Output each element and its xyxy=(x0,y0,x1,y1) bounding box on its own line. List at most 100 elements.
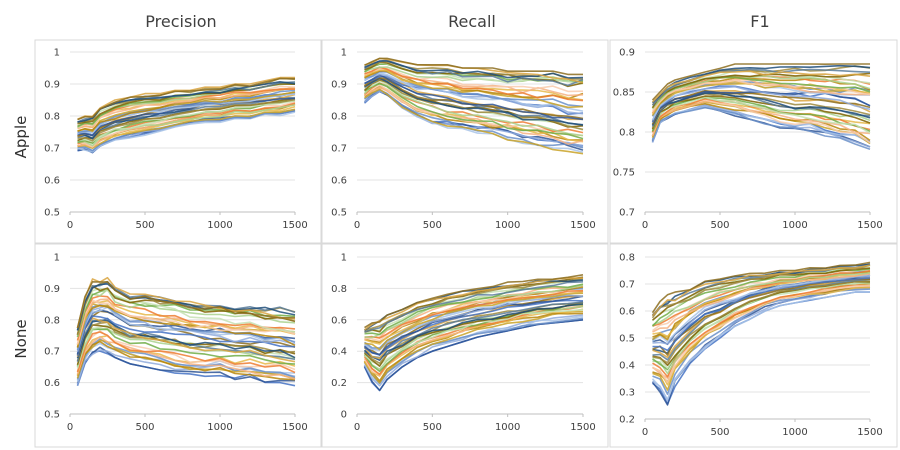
series-line-none-precision xyxy=(76,317,296,363)
y-tick-label-apple-recall: 0.6 xyxy=(331,176,347,187)
y-tick-label-apple-recall: 0.7 xyxy=(331,144,347,155)
column-title-f1: F1 xyxy=(750,12,770,31)
y-tick-label-apple-precision: 0.5 xyxy=(44,208,60,219)
series-line-none-f1 xyxy=(652,285,871,384)
y-tick-label-apple-recall: 0.8 xyxy=(331,112,347,123)
y-tick-label-none-precision: 0.5 xyxy=(44,410,60,421)
series-line-none-recall xyxy=(364,277,584,331)
series-line-none-recall xyxy=(363,308,584,366)
series-line-none-recall xyxy=(364,294,584,351)
y-tick-label-none-f1: 0.6 xyxy=(619,307,635,318)
series-line-apple-recall xyxy=(364,69,584,101)
series-line-apple-precision xyxy=(77,104,296,147)
x-tick-label-apple-precision: 500 xyxy=(135,220,154,231)
x-tick-label-none-f1: 1500 xyxy=(857,427,882,438)
series-line-none-recall xyxy=(364,281,584,333)
x-tick-label-apple-precision: 1500 xyxy=(282,220,307,231)
series-line-none-recall xyxy=(364,290,584,339)
series-line-none-precision xyxy=(76,304,296,348)
series-line-apple-f1 xyxy=(651,70,871,103)
x-tick-label-none-precision: 0 xyxy=(67,422,73,433)
series-line-apple-precision xyxy=(77,108,296,149)
y-tick-label-none-recall: 0.2 xyxy=(331,378,347,389)
series-line-none-f1 xyxy=(651,291,870,401)
series-line-apple-precision xyxy=(77,99,296,143)
y-tick-label-apple-recall: 0.5 xyxy=(331,208,347,219)
x-tick-label-apple-f1: 0 xyxy=(642,220,648,231)
column-title-recall: Recall xyxy=(448,12,496,31)
series-line-none-f1 xyxy=(652,272,871,326)
series-line-none-f1 xyxy=(651,264,871,317)
series-line-none-precision xyxy=(76,331,296,374)
series-line-apple-f1 xyxy=(651,68,871,106)
x-tick-label-none-recall: 0 xyxy=(354,422,360,433)
x-tick-label-apple-recall: 1500 xyxy=(570,220,595,231)
series-line-none-precision xyxy=(76,315,296,356)
series-line-apple-recall xyxy=(364,78,584,131)
y-tick-label-none-recall: 0.6 xyxy=(331,315,347,326)
y-tick-label-apple-precision: 0.9 xyxy=(44,80,60,91)
series-line-none-f1 xyxy=(652,274,871,343)
y-tick-label-none-precision: 0.7 xyxy=(44,347,60,358)
series-line-apple-recall xyxy=(364,86,584,145)
series-line-none-recall xyxy=(364,299,584,356)
series-line-none-precision xyxy=(76,295,296,341)
series-line-apple-f1 xyxy=(651,106,871,151)
x-tick-label-apple-precision: 1000 xyxy=(207,220,232,231)
series-line-none-precision xyxy=(76,346,296,384)
series-line-apple-recall xyxy=(364,77,584,126)
y-tick-label-none-precision: 0.6 xyxy=(44,378,60,389)
series-line-none-precision xyxy=(76,288,296,338)
series-line-none-precision xyxy=(76,288,296,337)
series-line-none-precision xyxy=(76,299,296,345)
column-title-precision: Precision xyxy=(145,12,217,31)
y-tick-label-none-f1: 0.5 xyxy=(619,334,635,345)
series-line-none-precision xyxy=(76,335,296,380)
y-tick-label-apple-f1: 0.8 xyxy=(619,128,635,139)
x-tick-label-apple-recall: 0 xyxy=(354,220,360,231)
series-line-apple-precision xyxy=(77,98,296,142)
series-line-apple-recall xyxy=(364,88,584,155)
series-line-none-recall xyxy=(363,295,584,356)
series-line-none-precision xyxy=(76,283,296,331)
x-tick-label-none-precision: 500 xyxy=(135,422,154,433)
y-tick-label-none-recall: 1 xyxy=(341,253,347,264)
series-line-none-precision xyxy=(76,340,296,381)
series-line-none-precision xyxy=(76,321,296,362)
x-tick-label-none-precision: 1500 xyxy=(282,422,307,433)
series-line-apple-precision xyxy=(77,93,296,134)
y-tick-label-apple-f1: 0.85 xyxy=(613,88,635,99)
y-tick-label-none-recall: 0.8 xyxy=(331,284,347,295)
series-line-apple-recall xyxy=(364,66,584,102)
x-tick-label-apple-f1: 500 xyxy=(710,220,729,231)
series-line-none-precision xyxy=(76,327,296,367)
series-line-none-recall xyxy=(363,310,584,384)
series-line-apple-f1 xyxy=(651,98,871,133)
x-tick-label-none-f1: 500 xyxy=(710,427,729,438)
x-tick-label-apple-f1: 1500 xyxy=(857,220,882,231)
y-tick-label-none-f1: 0.2 xyxy=(619,415,635,426)
series-line-apple-f1 xyxy=(651,100,871,137)
y-tick-label-none-f1: 0.8 xyxy=(619,253,635,264)
series-line-apple-recall xyxy=(364,74,584,121)
y-tick-label-none-precision: 1 xyxy=(54,253,60,264)
series-line-apple-precision xyxy=(77,97,296,137)
series-line-none-f1 xyxy=(652,277,871,352)
y-tick-label-apple-precision: 0.7 xyxy=(44,144,60,155)
x-tick-label-apple-recall: 1000 xyxy=(495,220,520,231)
series-line-apple-f1 xyxy=(651,72,871,109)
series-line-none-precision xyxy=(76,298,296,345)
y-tick-label-apple-f1: 0.75 xyxy=(613,168,635,179)
series-line-none-recall xyxy=(364,283,584,336)
y-tick-label-none-recall: 0.4 xyxy=(331,347,347,358)
x-tick-label-apple-recall: 500 xyxy=(423,220,442,231)
series-line-none-recall xyxy=(363,303,584,362)
series-line-apple-f1 xyxy=(651,63,870,101)
series-line-none-precision xyxy=(76,338,296,380)
series-line-none-precision xyxy=(76,306,296,350)
series-line-apple-f1 xyxy=(651,96,871,134)
series-line-apple-recall xyxy=(364,57,583,76)
series-line-none-recall xyxy=(364,274,584,329)
series-line-apple-f1 xyxy=(651,92,871,126)
